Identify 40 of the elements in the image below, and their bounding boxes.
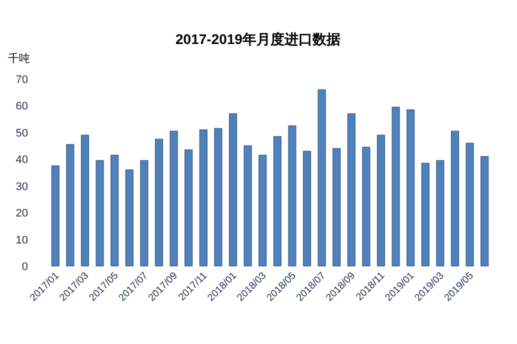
bar: [392, 106, 400, 266]
bar: [288, 125, 296, 266]
bar: [214, 128, 222, 266]
bar: [406, 109, 415, 266]
bar: [451, 130, 459, 266]
y-tick-label: 40: [16, 154, 28, 166]
bar: [66, 144, 74, 266]
bar: [480, 156, 489, 266]
bar: [81, 134, 89, 266]
bar: [303, 150, 311, 266]
bar: [110, 154, 119, 266]
bar: [377, 134, 385, 266]
bar: [140, 160, 148, 266]
bar: [421, 162, 430, 266]
bar: [318, 89, 326, 266]
bar: [125, 170, 134, 266]
bar: [199, 129, 208, 266]
y-axis-title: 千吨: [8, 52, 30, 65]
bar: [273, 136, 282, 266]
bar: [96, 160, 104, 266]
y-tick-label: 20: [16, 208, 28, 220]
bar: [466, 142, 474, 266]
chart-title: 2017-2019年月度进口数据: [176, 31, 340, 47]
bar: [184, 149, 193, 266]
bar: [258, 154, 267, 266]
y-tick-label: 60: [16, 100, 28, 113]
bar: [436, 160, 444, 266]
bar: [155, 138, 163, 266]
y-tick-label: 30: [16, 180, 28, 193]
bar: [362, 146, 370, 266]
y-tick-label: 0: [22, 261, 28, 273]
bar: [51, 166, 60, 266]
bar: [332, 148, 341, 266]
bar: [170, 130, 178, 266]
bar: [229, 113, 237, 266]
y-tick-label: 10: [16, 234, 28, 246]
bar: [244, 145, 252, 266]
bar: [347, 113, 356, 266]
y-tick-label: 50: [16, 127, 28, 140]
y-tick-label: 70: [16, 74, 28, 86]
